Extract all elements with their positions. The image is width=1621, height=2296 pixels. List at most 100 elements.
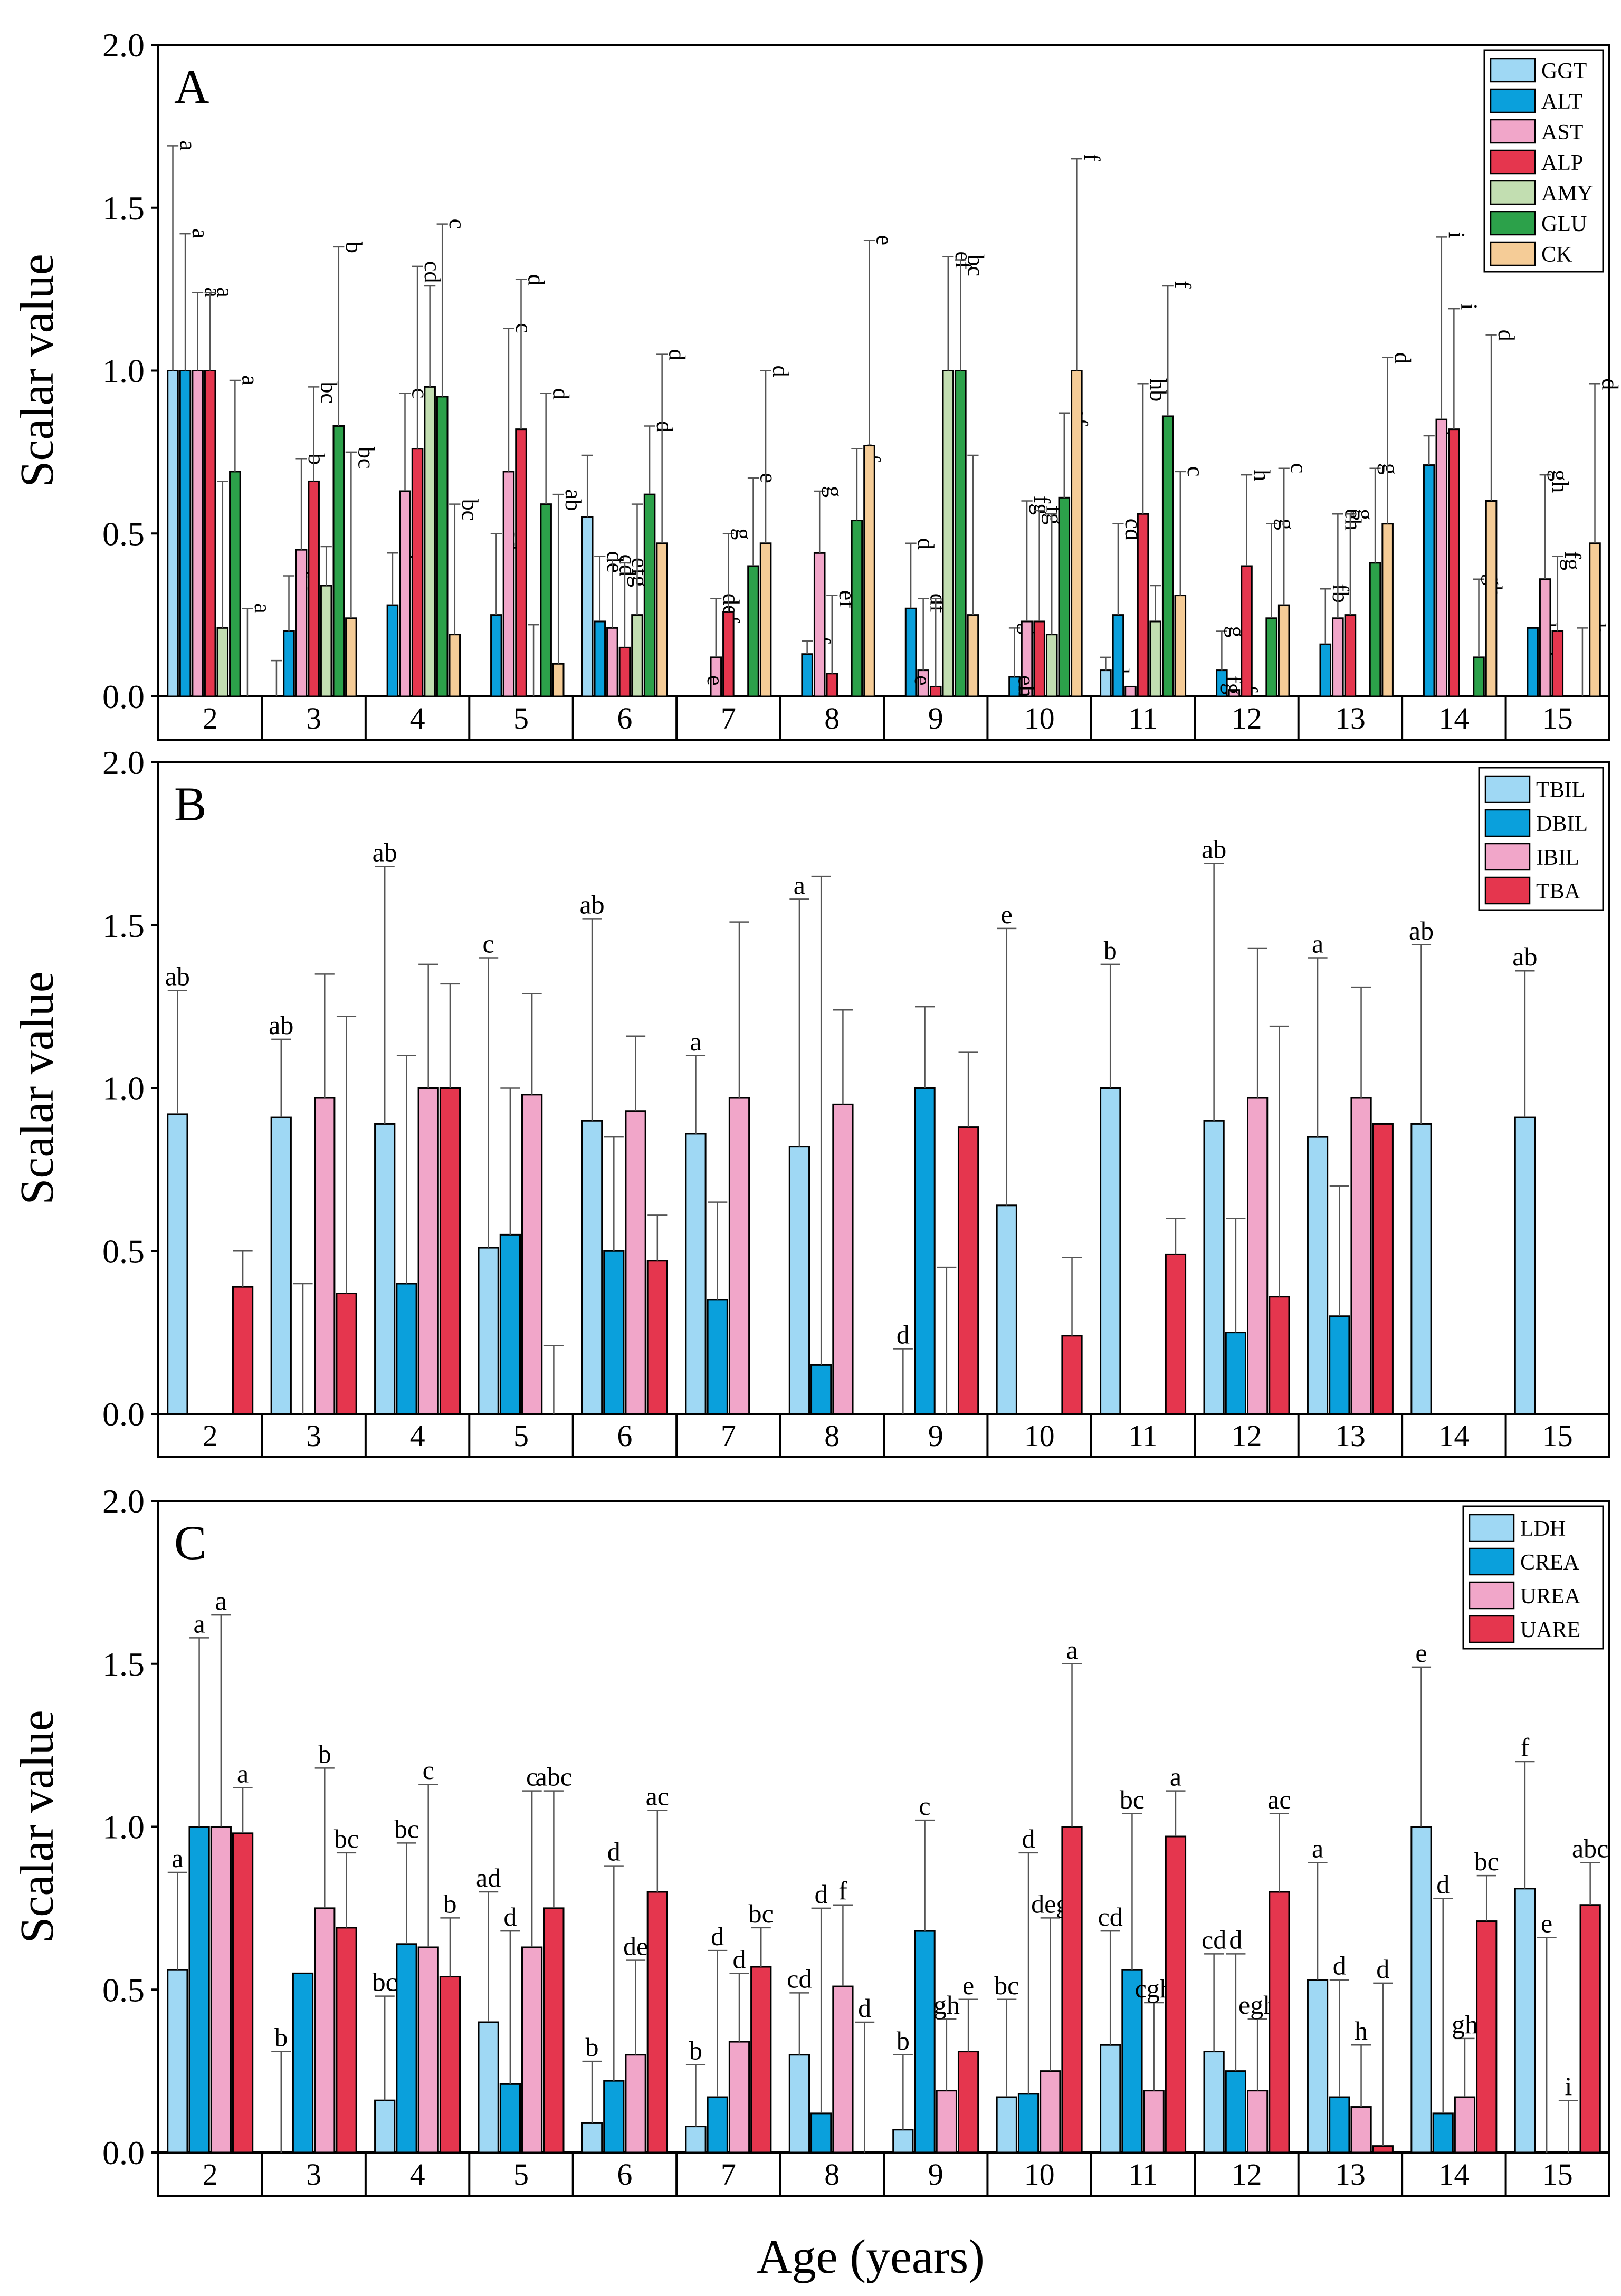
bar-tbil: [375, 1124, 395, 1414]
significance-letter: e: [1415, 1638, 1427, 1668]
bar-dbil: [1226, 1333, 1245, 1414]
significance-letter: eh: [1013, 675, 1039, 697]
bar-ldh: [893, 2130, 913, 2152]
significance-letter: d: [1229, 1925, 1242, 1954]
significance-letter: a: [1066, 1635, 1078, 1664]
bar-uare: [1062, 1827, 1082, 2153]
y-tick-label: 1.5: [102, 189, 145, 227]
bar-alp: [1449, 429, 1460, 696]
significance-letter: bc: [994, 1970, 1019, 2000]
significance-letter: bc: [1120, 1785, 1145, 1814]
bar-uare: [1477, 1921, 1496, 2152]
bar-ldh: [582, 2123, 602, 2152]
x-tick-label: 9: [928, 2157, 943, 2192]
bar-alp: [309, 481, 319, 696]
significance-letter: h: [1249, 470, 1275, 481]
bar-ast: [1436, 419, 1447, 696]
bar-alt: [1424, 465, 1434, 696]
bar-ldh: [789, 2055, 809, 2152]
x-tick-label: 3: [306, 1419, 321, 1453]
panel-letter: C: [174, 1516, 206, 1570]
significance-letter: b: [897, 2026, 910, 2055]
legend-label: AMY: [1541, 181, 1593, 206]
significance-letter: d: [768, 366, 794, 377]
significance-letter: d: [523, 274, 549, 286]
bar-uare: [233, 1833, 252, 2152]
significance-letter: ab: [373, 838, 397, 867]
significance-letter: a: [212, 287, 238, 298]
x-tick-label: 6: [617, 701, 632, 735]
legend-label: UARE: [1520, 1618, 1580, 1642]
bar-alt: [180, 371, 190, 697]
significance-letter: gh: [1452, 2010, 1478, 2039]
significance-letter: i: [1565, 2071, 1572, 2101]
bar-tba: [1166, 1254, 1185, 1414]
bar-tba: [647, 1261, 667, 1414]
bar-ldh: [1412, 1827, 1431, 2153]
bar-uare: [440, 1977, 460, 2152]
bar-dbil: [397, 1284, 416, 1414]
y-tick-label: 1.0: [102, 1070, 145, 1107]
bar-ck: [1486, 501, 1496, 697]
significance-letter: a: [171, 1843, 183, 1873]
significance-letter: e: [962, 1970, 974, 2000]
significance-letter: c: [511, 323, 537, 333]
legend-swatch: [1491, 150, 1535, 174]
bar-amy: [943, 371, 953, 697]
legend-label: AST: [1541, 120, 1583, 145]
significance-letter: b: [1104, 935, 1117, 965]
legend-swatch: [1491, 212, 1535, 235]
bar-ldh: [168, 1970, 187, 2152]
panel-letter: B: [174, 777, 206, 831]
x-tick-label: 6: [617, 2157, 632, 2192]
bar-ast: [193, 371, 203, 697]
legend-swatch: [1485, 810, 1530, 836]
bar-ldh: [1515, 1889, 1534, 2152]
significance-letter: c: [1286, 463, 1312, 474]
bar-tbil: [1101, 1088, 1120, 1414]
bar-glu: [644, 494, 655, 696]
x-tick-label: 8: [824, 2157, 840, 2192]
bar-ibil: [522, 1095, 542, 1414]
bar-ck: [864, 446, 875, 696]
x-tick-label: 12: [1232, 701, 1262, 735]
x-tick-label: 11: [1128, 1419, 1158, 1453]
significance-letter: de: [623, 1931, 648, 1961]
bar-tbil: [168, 1114, 187, 1414]
y-tick-label: 1.0: [102, 352, 145, 390]
significance-letter: bc: [394, 1814, 419, 1843]
significance-letter: d: [711, 1921, 724, 1951]
bar-alt: [387, 605, 398, 696]
bar-amy: [425, 387, 435, 696]
legend-swatch: [1491, 242, 1535, 265]
significance-letter: e: [1001, 900, 1013, 929]
y-tick-label: 1.5: [102, 1646, 145, 1683]
bar-ck: [1382, 524, 1393, 696]
y-tick-label: 2.0: [102, 26, 145, 64]
bar-ldh: [1204, 2052, 1224, 2152]
bar-dbil: [604, 1251, 624, 1414]
bar-ibil: [1351, 1098, 1371, 1414]
legend-swatch: [1491, 59, 1535, 82]
bar-tbil: [271, 1117, 291, 1414]
bar-ldh: [1101, 2045, 1120, 2152]
significance-letter: e: [1541, 1908, 1552, 1938]
bar-amy: [1150, 621, 1161, 696]
bar-uare: [1166, 1836, 1185, 2152]
significance-letter: cd: [419, 261, 445, 283]
legend-swatch: [1491, 89, 1535, 112]
bar-ast: [400, 491, 411, 696]
significance-letter: b: [689, 2035, 702, 2065]
significance-letter: ab: [579, 889, 604, 919]
bar-ast: [296, 550, 307, 696]
bar-alp: [412, 449, 423, 696]
x-tick-label: 13: [1335, 2157, 1366, 2192]
x-tick-label: 2: [203, 1419, 218, 1453]
significance-letter: a: [690, 1027, 701, 1056]
significance-letter: d: [607, 1837, 621, 1867]
bar-ldh: [479, 2022, 498, 2152]
bar-uare: [647, 1892, 667, 2152]
bar-crea: [1433, 2113, 1453, 2152]
significance-letter: a: [193, 1609, 205, 1638]
bar-alp: [930, 686, 941, 696]
